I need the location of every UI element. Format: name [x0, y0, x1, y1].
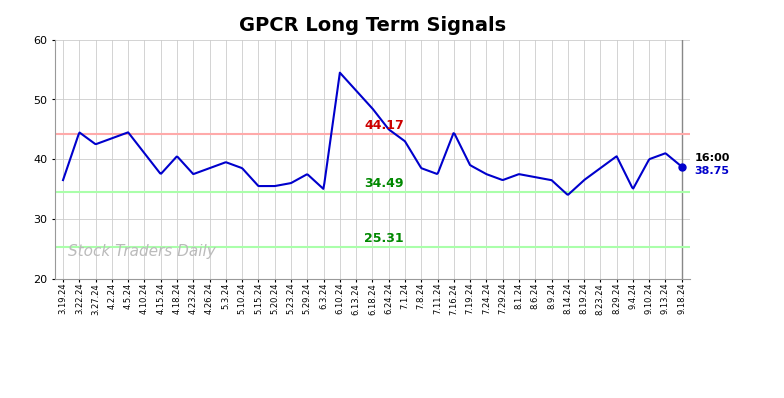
Text: 16:00: 16:00	[695, 153, 730, 163]
Text: 38.75: 38.75	[695, 166, 730, 176]
Text: 44.17: 44.17	[365, 119, 404, 132]
Text: 34.49: 34.49	[365, 177, 404, 190]
Title: GPCR Long Term Signals: GPCR Long Term Signals	[239, 16, 506, 35]
Text: 25.31: 25.31	[365, 232, 404, 244]
Text: Stock Traders Daily: Stock Traders Daily	[67, 244, 216, 259]
